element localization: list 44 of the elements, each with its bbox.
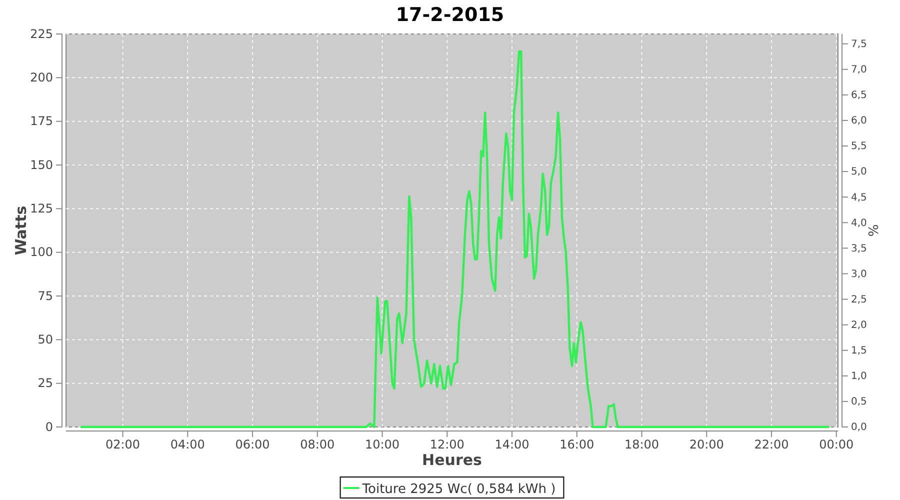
y2-tick-label: 2,5 xyxy=(851,294,867,306)
y-tick-label: 0 xyxy=(45,420,53,434)
y2-tick-label: 0,5 xyxy=(851,396,867,408)
x-tick-label: 14:00 xyxy=(494,438,530,452)
x-tick-label: 02:00 xyxy=(105,438,140,452)
y2-tick-label: 6,5 xyxy=(851,90,867,102)
y2-tick-label: 3,0 xyxy=(851,268,867,280)
chart-title: 17-2-2015 xyxy=(396,4,504,26)
x-tick-label: 20:00 xyxy=(689,438,724,452)
y2-tick-label: 0,0 xyxy=(851,422,867,434)
y2-tick-label: 1,0 xyxy=(851,371,867,382)
x-axis-title: Heures xyxy=(422,451,482,469)
y2-tick-label: 7,5 xyxy=(851,39,867,50)
x-tick-label: 04:00 xyxy=(170,438,205,452)
line-series xyxy=(79,50,830,428)
y-tick-label: 125 xyxy=(30,202,53,216)
y2-axis-title: % xyxy=(867,224,882,237)
y-tick-label: 200 xyxy=(30,70,53,85)
y2-tick-label: 1,5 xyxy=(851,346,867,357)
y-axis-title: Watts xyxy=(12,206,30,256)
legend-label: Toiture 2925 Wc( 0,584 kWh ) xyxy=(361,482,556,497)
y-tick-label: 100 xyxy=(30,245,53,260)
y-tick-label: 25 xyxy=(38,376,53,390)
y2-tick-label: 4,5 xyxy=(851,192,867,204)
y2-tick-label: 7,0 xyxy=(851,64,867,76)
x-tick-label: 00:00 xyxy=(819,438,854,452)
x-tick-label: 12:00 xyxy=(430,438,464,452)
y-tick-label: 150 xyxy=(30,158,53,172)
y2-tick-label: 3,5 xyxy=(851,243,867,254)
y-tick-label: 225 xyxy=(30,26,53,41)
x-tick-label: 16:00 xyxy=(560,438,594,452)
y-tick-label: 175 xyxy=(30,114,53,128)
x-tick-label: 06:00 xyxy=(235,438,270,452)
x-tick-label: 18:00 xyxy=(624,438,660,452)
y2-tick-label: 2,0 xyxy=(851,320,867,332)
y-tick-label: 50 xyxy=(38,332,53,347)
x-tick-label: 08:00 xyxy=(300,438,335,452)
y2-tick-label: 4,0 xyxy=(851,218,867,229)
y-tick-label: 75 xyxy=(38,288,53,303)
x-tick-label: 10:00 xyxy=(364,438,400,452)
x-tick-label: 22:00 xyxy=(754,438,789,452)
y2-tick-label: 5,0 xyxy=(851,166,867,178)
y2-tick-label: 5,5 xyxy=(851,141,867,152)
y2-tick-label: 6,0 xyxy=(851,116,867,127)
